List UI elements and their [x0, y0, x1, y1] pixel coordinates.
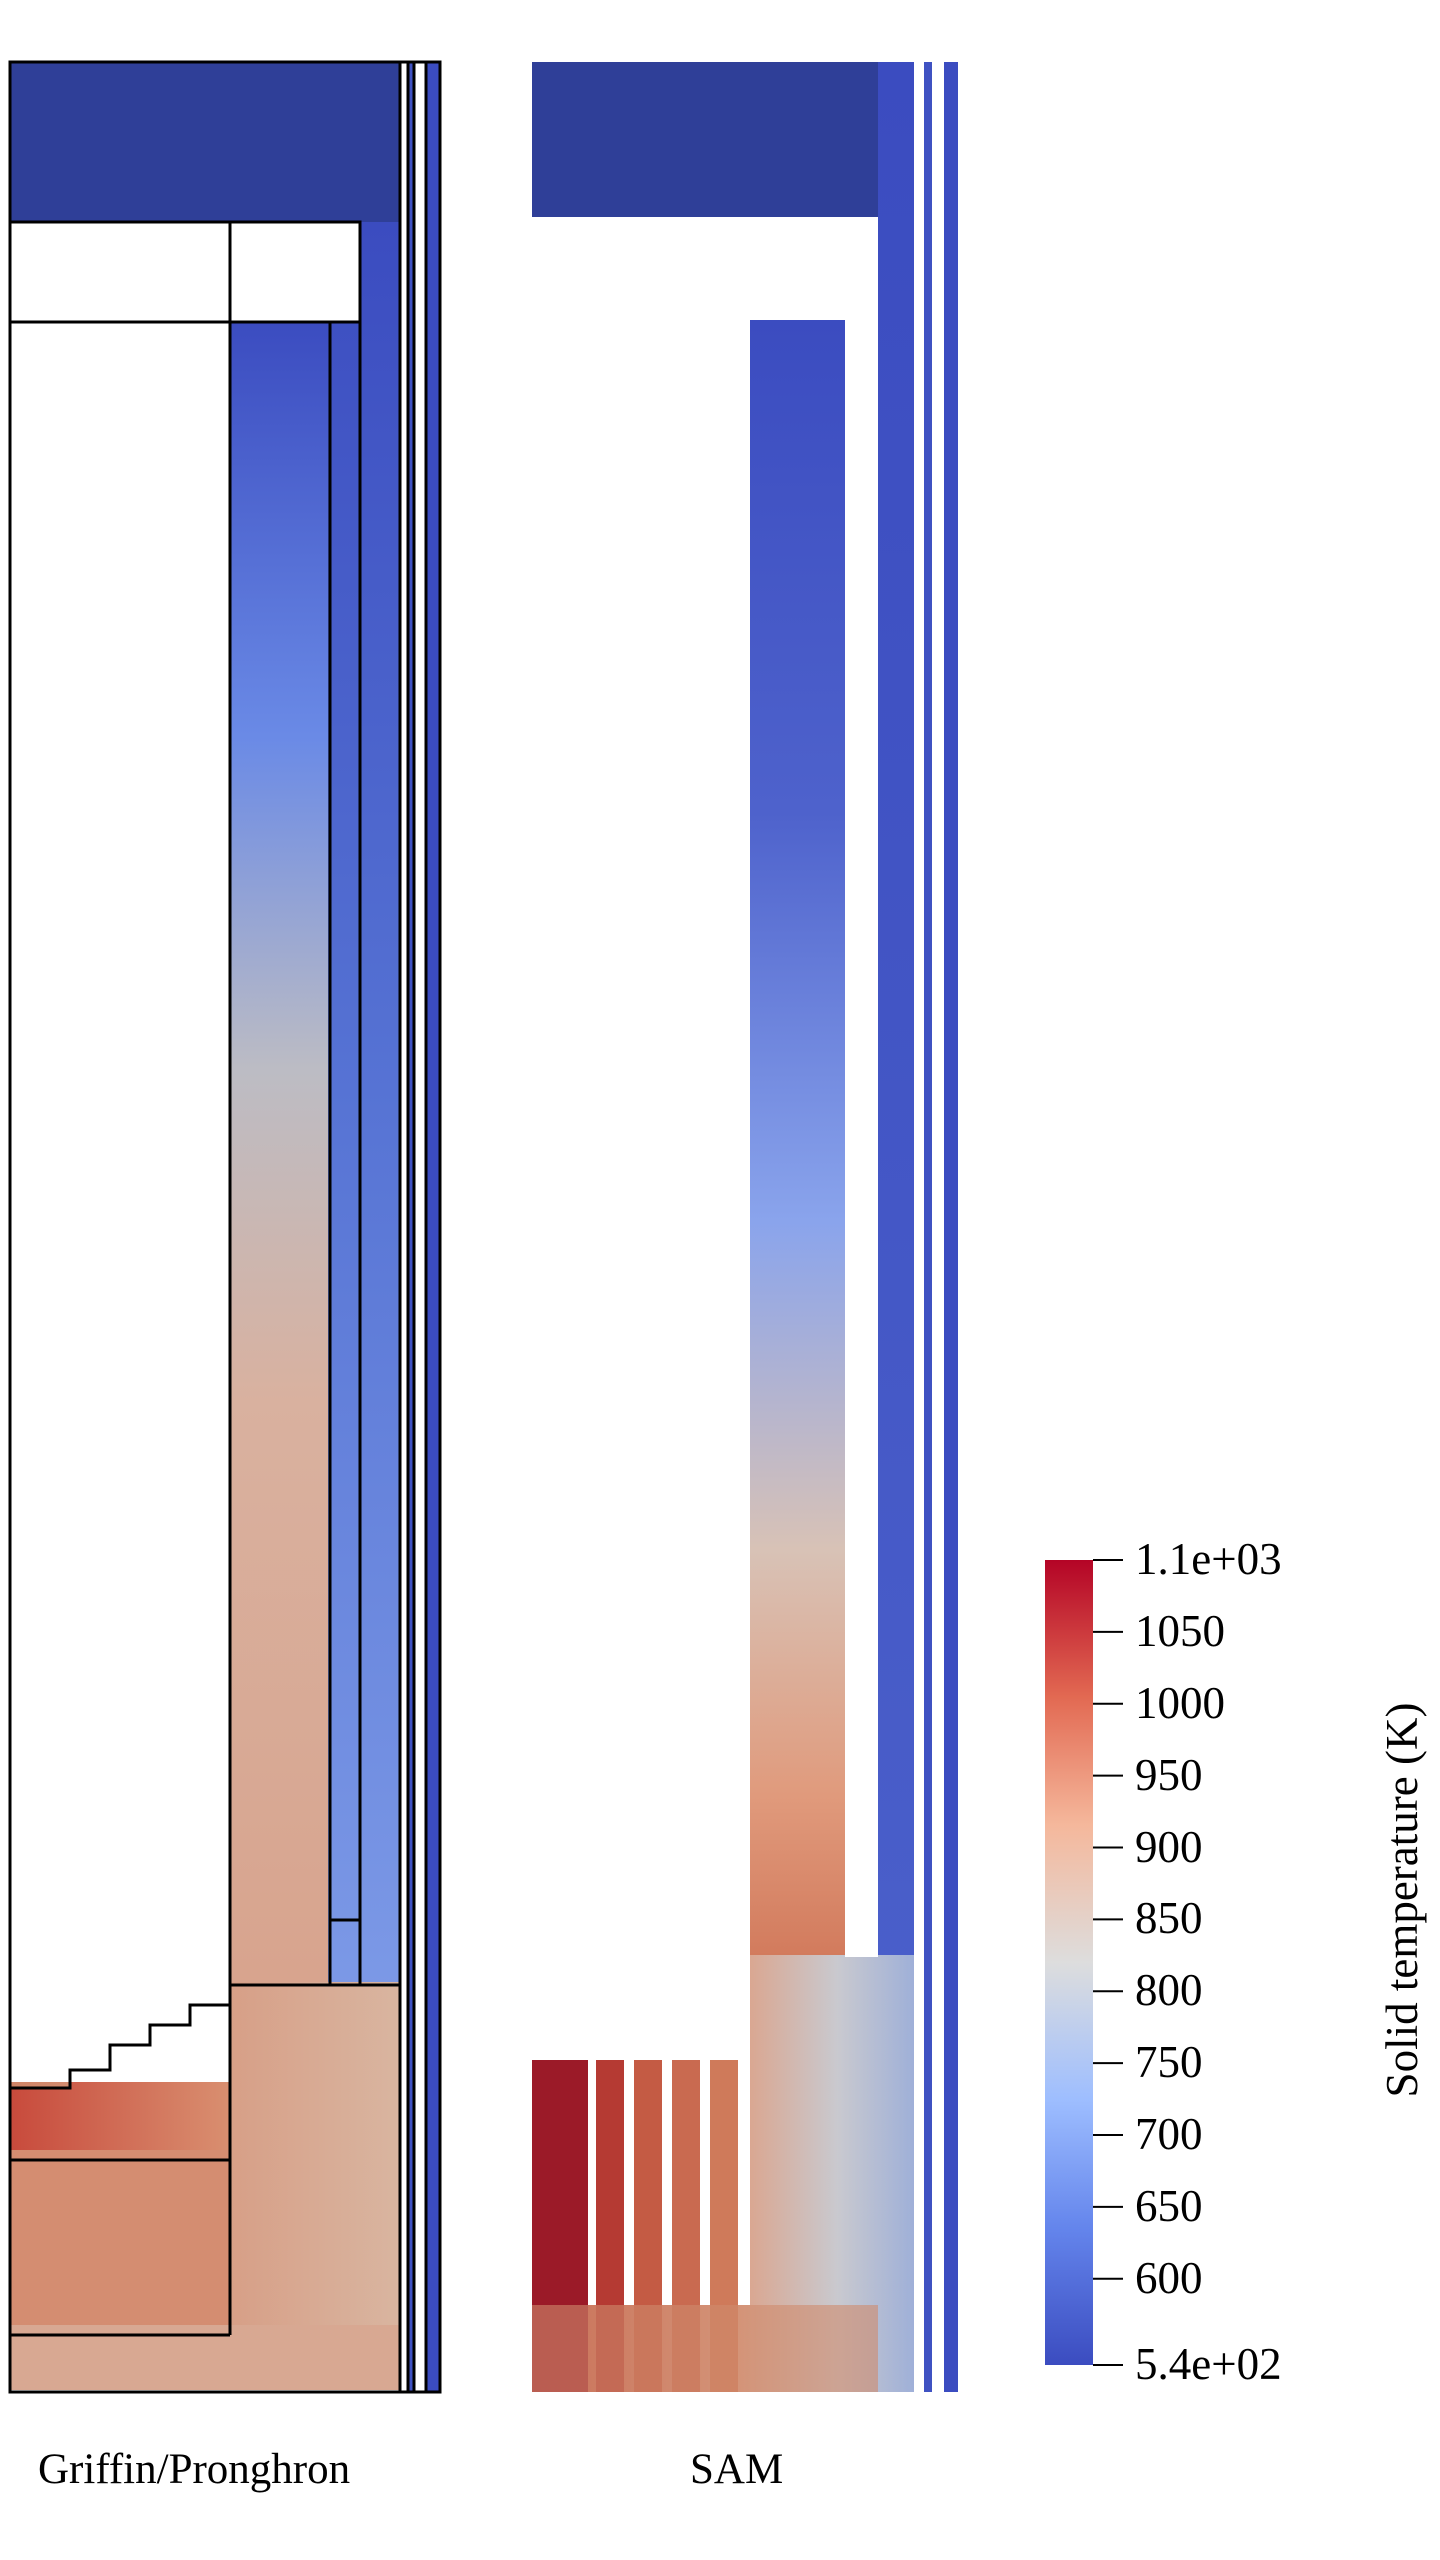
colorbar-tick-label: 1.1e+03 [1135, 1534, 1282, 1584]
left-wall-2 [426, 62, 440, 2392]
right-panel-field [532, 62, 958, 2392]
left-gap-1 [400, 62, 408, 2392]
left-top-plenum [10, 62, 400, 222]
sam-gap-outer-2 [932, 62, 944, 2392]
colorbar-gradient [1045, 1560, 1093, 2365]
sam-wall-outer [944, 62, 958, 2392]
colorbar-tick-label: 750 [1135, 2037, 1203, 2088]
colorbar-tick-label: 900 [1135, 1821, 1203, 1872]
left-panel-mesh [8, 60, 442, 2394]
right-panel-label: SAM [690, 2446, 784, 2493]
colorbar-tick-label: 1000 [1135, 1677, 1225, 1728]
colorbar [1045, 1559, 1123, 2366]
left-block-outlines [8, 60, 442, 2394]
sam-gap-outer [914, 62, 924, 2392]
left-gap-2 [414, 62, 426, 2392]
colorbar-tick-label: 5.4e+02 [1135, 2339, 1282, 2389]
left-white-step [10, 1985, 230, 2082]
sam-pin-gaps [532, 1955, 750, 2305]
colorbar-tick-label: 700 [1135, 2109, 1203, 2159]
sam-lower-plenum [532, 2305, 878, 2392]
left-core-channel [230, 322, 328, 1982]
sam-white-core [532, 320, 750, 2060]
sam-channel [750, 320, 845, 1960]
left-panel-label: Griffin/Pronghron [38, 2446, 351, 2493]
left-wall-1 [408, 62, 414, 2392]
colorbar-tick-label: 600 [1135, 2252, 1203, 2303]
colorbar-ticks [1093, 1559, 1123, 2366]
colorbar-tick-label: 950 [1135, 1749, 1203, 1800]
colorbar-tick-label: 650 [1135, 2180, 1203, 2231]
colorbar-title: Solid temperature (K) [1377, 1702, 1427, 2098]
sam-wall-thin [924, 62, 932, 2392]
sam-white-top [532, 217, 878, 320]
sam-top-plenum [532, 62, 914, 217]
sam-white-gap [845, 217, 878, 1957]
left-white-core [10, 322, 230, 2082]
colorbar-tick-label: 850 [1135, 1893, 1203, 1944]
colorbar-tick-label: 1050 [1135, 1605, 1225, 1656]
left-lower-block [10, 2150, 230, 2325]
left-white-block-top [10, 222, 360, 322]
colorbar-tick-label: 800 [1135, 1965, 1203, 2016]
